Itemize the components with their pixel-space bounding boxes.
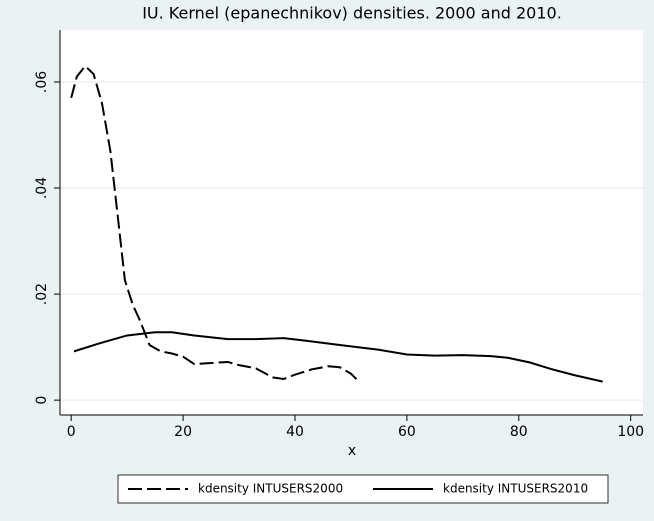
y-tick-label: .04 <box>34 177 50 199</box>
series-line <box>73 331 603 383</box>
x-tick-label: 100 <box>617 424 644 440</box>
series-line <box>70 64 361 383</box>
x-axis-label: x <box>348 443 356 459</box>
plot-area <box>60 30 643 415</box>
x-tick-label: 40 <box>286 424 304 440</box>
x-tick-label: 20 <box>174 424 192 440</box>
y-tick-label: .02 <box>34 283 50 305</box>
legend-label: kdensity INTUSERS2000 <box>198 482 343 496</box>
x-tick-label: 0 <box>67 424 76 440</box>
x-tick-label: 60 <box>398 424 416 440</box>
chart-title: IU. Kernel (epanechnikov) densities. 200… <box>142 4 562 23</box>
x-tick-label: 80 <box>510 424 528 440</box>
legend-label: kdensity INTUSERS2010 <box>443 482 588 496</box>
y-tick-label: 0 <box>34 396 50 405</box>
y-tick-label: .06 <box>34 71 50 93</box>
legend <box>117 474 609 504</box>
